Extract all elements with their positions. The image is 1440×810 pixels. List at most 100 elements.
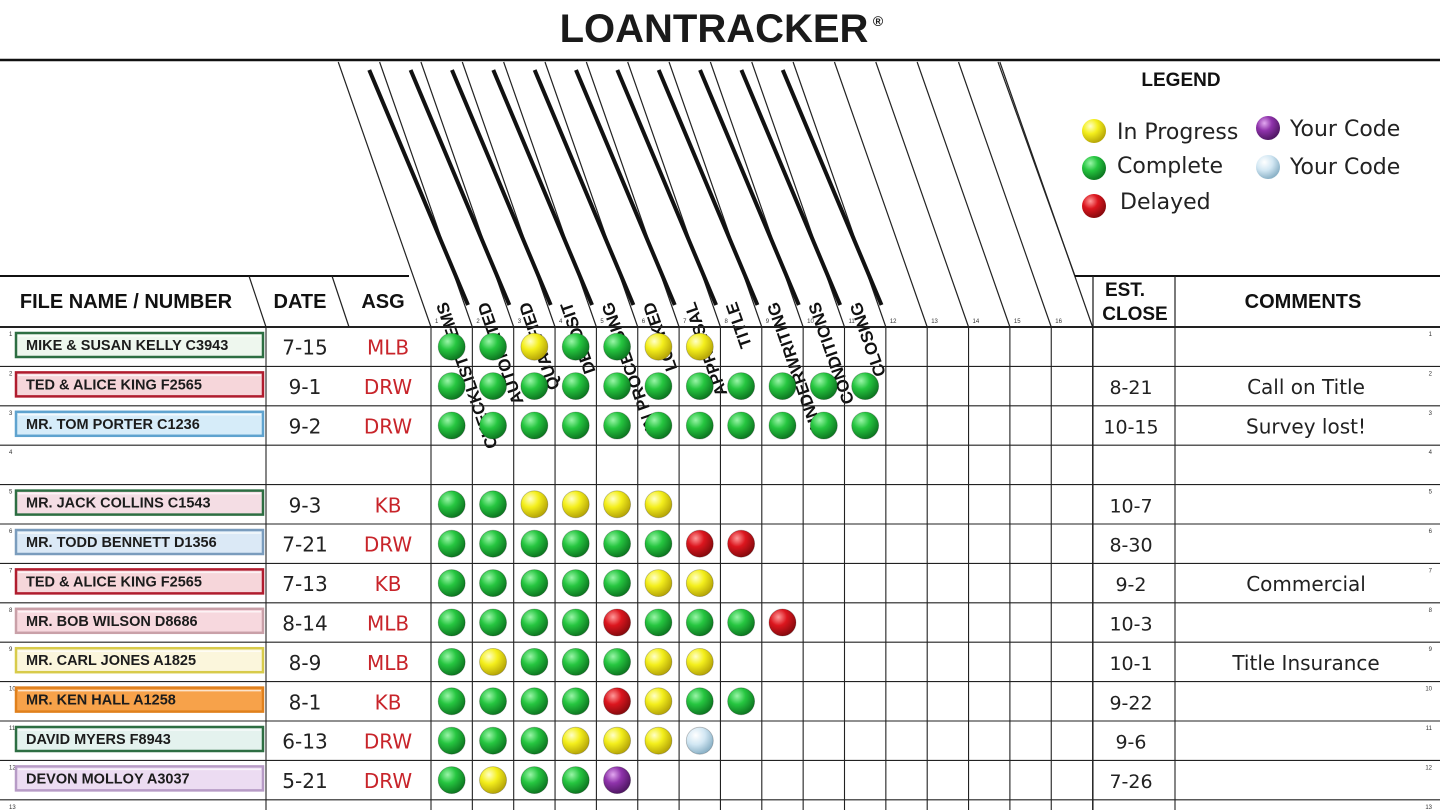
file-label-strip[interactable] [14,607,265,635]
status-dot-green-icon[interactable] [520,372,549,401]
status-dot-green-icon[interactable] [437,529,466,558]
status-dot-green-icon[interactable] [561,648,590,676]
file-label-strip[interactable] [14,646,265,674]
status-dot-yellow-icon[interactable] [644,726,673,755]
status-dot-green-icon[interactable] [809,372,838,401]
status-dot-green-icon[interactable] [520,411,549,440]
status-dot-yellow-icon[interactable] [685,648,714,676]
file-label-strip[interactable] [14,489,265,516]
status-dot-red-icon[interactable] [685,529,714,558]
file-label-strip[interactable] [14,568,265,595]
table-row[interactable]: 12 12 DEVON MOLLOY A3037 5-21 DRW 7-26 [9,765,1433,794]
status-dot-green-icon[interactable] [603,372,631,401]
status-dot-green-icon[interactable] [851,372,880,401]
status-dot-green-icon[interactable] [437,608,466,637]
status-dot-green-icon[interactable] [437,332,466,361]
table-row[interactable]: 10 10 MR. KEN HALL A1258 8-1 KB 9-22 [9,686,1433,716]
status-dot-yellow-icon[interactable] [644,569,673,597]
status-dot-red-icon[interactable] [768,608,797,637]
status-dot-green-icon[interactable] [479,569,507,597]
status-dot-green-icon[interactable] [685,411,714,440]
status-dot-green-icon[interactable] [437,648,466,676]
file-label-strip[interactable] [14,331,265,359]
status-dot-green-icon[interactable] [603,529,631,558]
status-dot-yellow-icon[interactable] [520,332,549,361]
status-dot-green-icon[interactable] [561,411,590,440]
status-dot-green-icon[interactable] [768,411,797,440]
table-row[interactable]: 5 5 MR. JACK COLLINS C1543 9-3 KB 10-7 [9,489,1433,519]
table-row[interactable]: 7 7 TED & ALICE KING F2565 7-13 KB 9-2 Commerc… [9,568,1433,597]
status-dot-green-icon[interactable] [520,569,549,597]
status-dot-green-icon[interactable] [520,608,549,637]
status-dot-green-icon[interactable] [809,411,838,440]
status-dot-green-icon[interactable] [437,687,466,716]
status-dot-green-icon[interactable] [437,726,466,755]
file-label-strip[interactable] [14,410,265,438]
status-dot-red-icon[interactable] [727,529,756,558]
status-dot-green-icon[interactable] [520,766,549,794]
status-dot-green-icon[interactable] [479,490,507,519]
status-dot-lightblue-icon[interactable] [685,726,714,755]
status-dot-green-icon[interactable] [520,529,549,558]
status-dot-yellow-icon[interactable] [644,648,673,676]
status-dot-yellow-icon[interactable] [479,766,507,794]
status-dot-green-icon[interactable] [561,608,590,637]
status-dot-green-icon[interactable] [561,332,590,361]
status-dot-green-icon[interactable] [437,372,466,401]
status-dot-green-icon[interactable] [603,411,631,440]
table-row[interactable]: 11 11 DAVID MYERS F8943 6-13 DRW 9-6 [9,725,1433,755]
status-dot-yellow-icon[interactable] [685,569,714,597]
status-dot-green-icon[interactable] [479,726,507,755]
status-dot-green-icon[interactable] [727,608,756,637]
status-dot-green-icon[interactable] [727,372,756,401]
status-dot-green-icon[interactable] [727,687,756,716]
status-dot-yellow-icon[interactable] [644,490,673,519]
table-row[interactable]: 2 2 TED & ALICE KING F2565 9-1 DRW 8-21 Call o… [9,371,1433,401]
status-dot-green-icon[interactable] [479,332,507,361]
status-dot-green-icon[interactable] [479,372,507,401]
status-dot-green-icon[interactable] [561,687,590,716]
status-dot-yellow-icon[interactable] [603,490,631,519]
status-dot-green-icon[interactable] [437,490,466,519]
status-dot-green-icon[interactable] [479,608,507,637]
status-dot-yellow-icon[interactable] [479,648,507,676]
file-label-strip[interactable] [14,528,265,556]
status-dot-green-icon[interactable] [644,372,673,401]
status-dot-yellow-icon[interactable] [685,332,714,361]
status-dot-green-icon[interactable] [603,569,631,597]
status-dot-green-icon[interactable] [644,529,673,558]
status-dot-green-icon[interactable] [437,411,466,440]
status-dot-green-icon[interactable] [685,608,714,637]
status-dot-green-icon[interactable] [685,372,714,401]
status-dot-green-icon[interactable] [437,766,466,794]
status-dot-green-icon[interactable] [561,372,590,401]
file-label-strip[interactable] [14,686,265,713]
table-row[interactable]: 3 3 MR. TOM PORTER C1236 9-2 DRW 10-15 Survey … [9,410,1433,440]
file-label-strip[interactable] [14,371,265,398]
status-dot-yellow-icon[interactable] [603,726,631,755]
status-dot-yellow-icon[interactable] [561,490,590,519]
status-dot-green-icon[interactable] [479,411,507,440]
status-dot-green-icon[interactable] [603,332,631,361]
status-dot-red-icon[interactable] [603,608,631,637]
status-dot-green-icon[interactable] [561,569,590,597]
status-dot-green-icon[interactable] [851,411,880,440]
file-label-strip[interactable] [14,725,265,753]
status-dot-green-icon[interactable] [520,726,549,755]
status-dot-green-icon[interactable] [727,411,756,440]
status-dot-green-icon[interactable] [644,608,673,637]
table-row[interactable]: 6 6 MR. TODD BENNETT D1356 7-21 DRW 8-30 [9,528,1433,558]
file-label-strip[interactable] [14,765,265,792]
status-dot-green-icon[interactable] [520,687,549,716]
status-dot-green-icon[interactable] [479,687,507,716]
status-dot-green-icon[interactable] [603,648,631,676]
table-row[interactable]: 8 8 MR. BOB WILSON D8686 8-14 MLB 10-3 [9,607,1433,637]
status-dot-yellow-icon[interactable] [561,726,590,755]
status-dot-yellow-icon[interactable] [644,687,673,716]
table-row[interactable]: 1 1 MIKE & SUSAN KELLY C3943 7-15 MLB [9,331,1433,361]
status-dot-red-icon[interactable] [603,687,631,716]
table-row[interactable]: 9 9 MR. CARL JONES A1825 8-9 MLB 10-1 Title In… [9,646,1433,676]
status-dot-green-icon[interactable] [437,569,466,597]
status-dot-green-icon[interactable] [561,766,590,794]
